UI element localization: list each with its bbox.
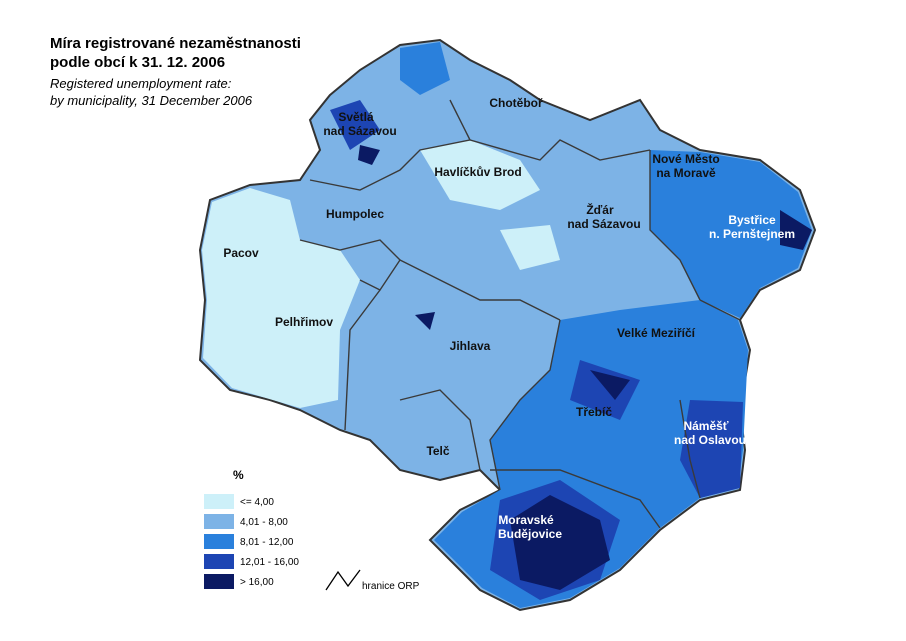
legend-label: hranice ORP [362,581,420,592]
region-label: nad Sázavou [323,124,396,138]
region-label: Žďár [586,202,614,217]
region-label: Havlíčkův Brod [434,165,521,179]
title: podle obcí k 31. 12. 2006 [50,54,225,71]
region-label: Pelhřimov [275,315,333,329]
orp-border [490,469,661,529]
border-symbol [325,569,361,591]
region-label: Pacov [223,246,259,260]
subtitle: by municipality, 31 December 2006 [50,93,253,108]
legend-swatch [204,494,234,509]
area-patch [330,100,380,150]
area-patch [415,312,435,330]
orp-border [489,319,561,491]
region-label: nad Oslavou [674,433,746,447]
legend-swatch [204,514,234,529]
region-label: Budějovice [498,527,562,541]
legend-label: 4,01 - 8,00 [240,517,288,528]
legend-label: <= 4,00 [240,497,274,508]
area-patch [650,150,812,318]
orp-border [399,259,561,321]
area-patch [780,210,812,250]
header: Míra registrované nezaměstnanosti podle … [50,35,301,108]
region-label: Moravské [498,513,554,527]
region-label: Bystřice [728,213,776,227]
orp-border [299,239,401,291]
legend-label: > 16,00 [240,577,274,588]
region-label: Náměšť [683,419,728,433]
region-labels: Světlá nad Sázavou Chotěboř Havlíčkův Br… [223,96,795,541]
orp-border [679,399,701,499]
region-label: Telč [426,444,449,458]
region-label: Světlá [338,110,374,124]
region-label: n. Pernštejnem [709,227,795,241]
orp-border [344,289,381,431]
region-label: Třebíč [576,405,612,419]
area-patch [400,42,450,95]
legend-swatch [204,534,234,549]
area-patch [590,370,630,400]
region-label: nad Sázavou [567,217,640,231]
area-patch [420,140,540,210]
area-patch [680,400,743,498]
orp-border [699,299,741,321]
area-patch [202,188,360,408]
legend: % hranice ORP <= 4,00 4,01 - 8,00 8,01 - 1… [204,468,420,592]
legend-label: 12,01 - 16,00 [240,557,299,568]
map [198,38,817,612]
area-patch [358,145,380,165]
region-label: Velké Meziříčí [617,326,696,340]
legend-title: % [233,468,244,482]
region-label: Chotěboř [489,96,543,110]
area-patch [570,360,640,420]
legend-label: 8,01 - 12,00 [240,537,294,548]
orp-border [449,99,471,141]
legend-swatch [204,554,234,569]
region-label: Jihlava [450,339,491,353]
area-patch [500,225,560,270]
subtitle: Registered unemployment rate: [50,76,232,91]
region-label: Humpolec [326,207,384,221]
orp-border [399,389,481,471]
area-patch [510,495,610,590]
region-label: na Moravě [656,166,716,180]
legend-swatch [204,574,234,589]
region-label: Nové Město [652,152,719,166]
title: Míra registrované nezaměstnanosti [50,35,301,52]
orp-border [649,150,701,301]
